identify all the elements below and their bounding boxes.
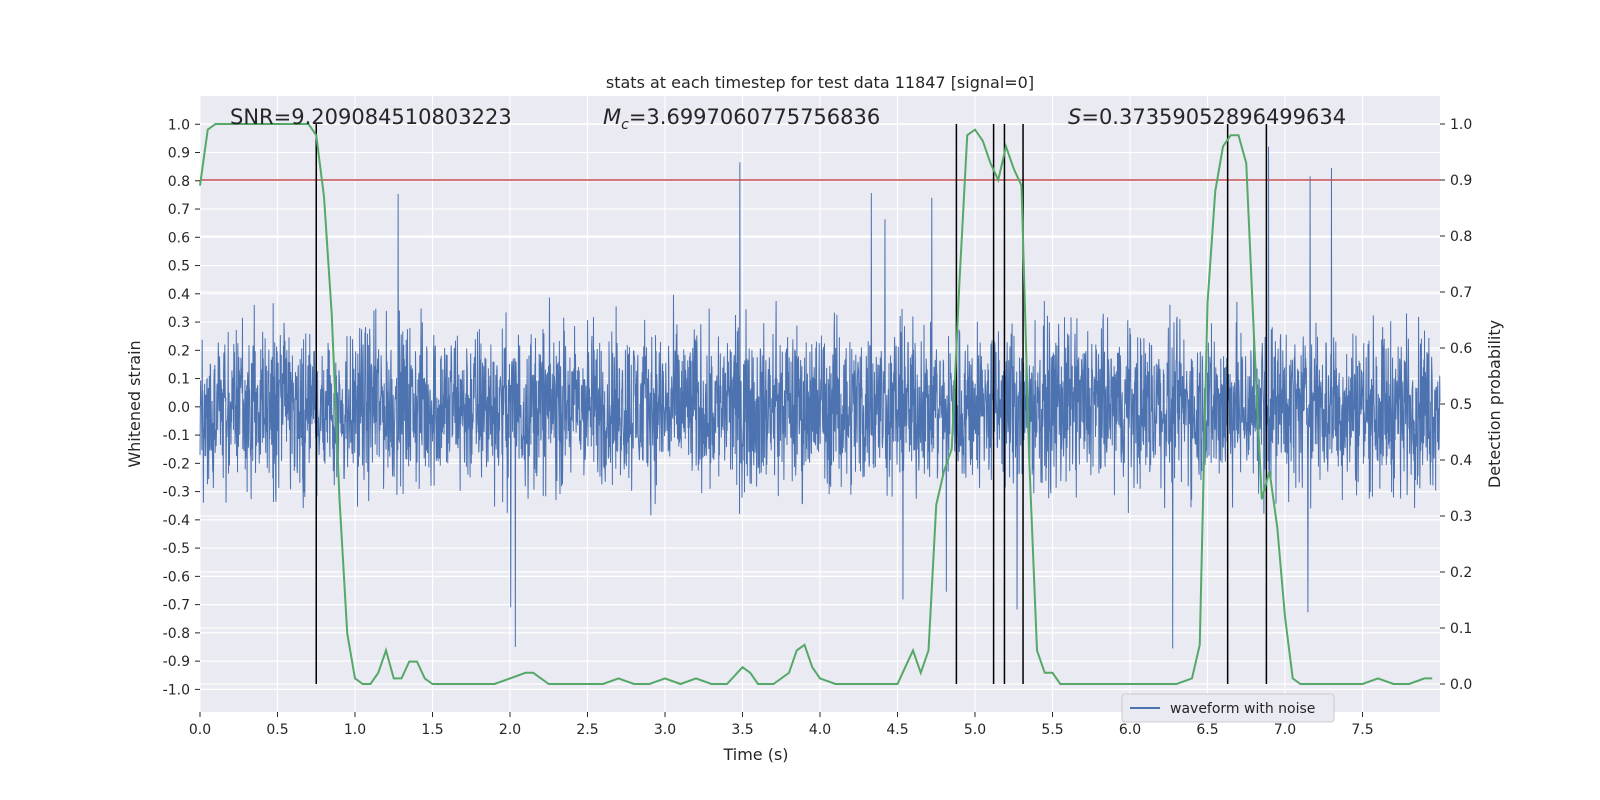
left-tick-label: -0.5	[163, 541, 190, 557]
mc-subscript: c	[621, 117, 629, 133]
right-tick-label: 0.5	[1450, 397, 1472, 413]
x-tick-label: 5.5	[1041, 722, 1063, 738]
waveform-series	[199, 146, 1441, 649]
waveform-line	[199, 146, 1441, 649]
right-tick-label: 0.8	[1450, 229, 1472, 245]
chart-title: stats at each timestep for test data 118…	[606, 73, 1034, 92]
mc-symbol: M	[603, 105, 621, 129]
x-tick-label: 4.5	[886, 722, 908, 738]
left-tick-label: -0.1	[163, 428, 190, 444]
left-tick-label: 0.1	[168, 372, 190, 388]
probability-line	[199, 123, 1433, 686]
x-tick-label: 0.5	[266, 722, 288, 738]
left-tick-label: -0.6	[163, 569, 190, 585]
x-tick-label: 1.0	[344, 722, 366, 738]
x-tick-label: 7.5	[1351, 722, 1373, 738]
snr-annotation: SNR=9.209084510803223	[230, 105, 512, 129]
left-tick-label: -0.9	[163, 654, 190, 670]
x-tick-label: 2.5	[576, 722, 598, 738]
x-tick-label: 2.0	[499, 722, 521, 738]
left-tick-label: 0.5	[168, 259, 190, 275]
s-value: =0.37359052896499634	[1081, 105, 1346, 129]
x-tick-label: 6.0	[1119, 722, 1141, 738]
right-tick-label: 0.3	[1450, 509, 1472, 525]
legend-label: waveform with noise	[1170, 701, 1315, 717]
x-tick-label: 1.5	[421, 722, 443, 738]
right-tick-label: 1.0	[1450, 117, 1472, 133]
x-axis-ticks: 0.0 0.5 1.0 1.5 2.0 2.5 3.0 3.5 4.0 4.5 5.0 5.5 6.0 6…	[189, 712, 1374, 738]
right-tick-label: 0.1	[1450, 621, 1472, 637]
left-tick-label: 0.6	[168, 230, 190, 246]
left-axis-ticks: 1.0 0.9 0.8 0.7 0.6 0.5 0.4 0.3 0.2 0.1 0.0 -0.1 -0.…	[163, 117, 200, 698]
left-tick-label: 1.0	[168, 117, 190, 133]
x-tick-label: 4.0	[809, 722, 831, 738]
x-tick-label: 3.5	[731, 722, 753, 738]
y-left-axis-label: Whitened strain	[125, 340, 144, 467]
right-axis-ticks: 1.0 0.9 0.8 0.7 0.6 0.5 0.4 0.3 0.2 0.1 0.0	[1440, 117, 1472, 693]
right-tick-label: 0.2	[1450, 565, 1472, 581]
left-tick-label: -1.0	[163, 682, 190, 698]
left-tick-label: -0.7	[163, 598, 190, 614]
probability-series	[199, 123, 1433, 686]
mc-annotation: Mc=3.6997060775756836	[603, 105, 880, 133]
legend-box	[1121, 693, 1335, 723]
left-tick-label: -0.4	[163, 513, 190, 529]
left-tick-label: 0.9	[168, 146, 190, 162]
left-tick-label: 0.2	[168, 343, 190, 359]
left-tick-label: -0.8	[163, 626, 190, 642]
left-tick-label: 0.8	[168, 174, 190, 190]
x-tick-label: 7.0	[1274, 722, 1296, 738]
left-tick-label: 0.7	[168, 202, 190, 218]
right-tick-label: 0.7	[1450, 285, 1472, 301]
legend: waveform with noise	[1121, 693, 1335, 723]
mc-value: =3.6997060775756836	[629, 105, 880, 129]
x-tick-label: 6.5	[1196, 722, 1218, 738]
s-symbol: S	[1068, 105, 1081, 129]
right-tick-label: 0.4	[1450, 453, 1472, 469]
left-tick-label: 0.0	[168, 400, 190, 416]
y-right-axis-label: Detection probability	[1485, 320, 1504, 488]
x-axis-label: Time (s)	[722, 745, 788, 764]
right-tick-label: 0.9	[1450, 173, 1472, 189]
left-tick-label: -0.2	[163, 456, 190, 472]
right-tick-label: 0.0	[1450, 677, 1472, 693]
s-annotation: S=0.37359052896499634	[1068, 105, 1346, 129]
x-tick-label: 0.0	[189, 722, 211, 738]
left-tick-label: -0.3	[163, 485, 190, 501]
right-tick-label: 0.6	[1450, 341, 1472, 357]
left-tick-label: 0.4	[168, 287, 190, 303]
x-tick-label: 5.0	[964, 722, 986, 738]
left-tick-label: 0.3	[168, 315, 190, 331]
x-tick-label: 3.0	[654, 722, 676, 738]
